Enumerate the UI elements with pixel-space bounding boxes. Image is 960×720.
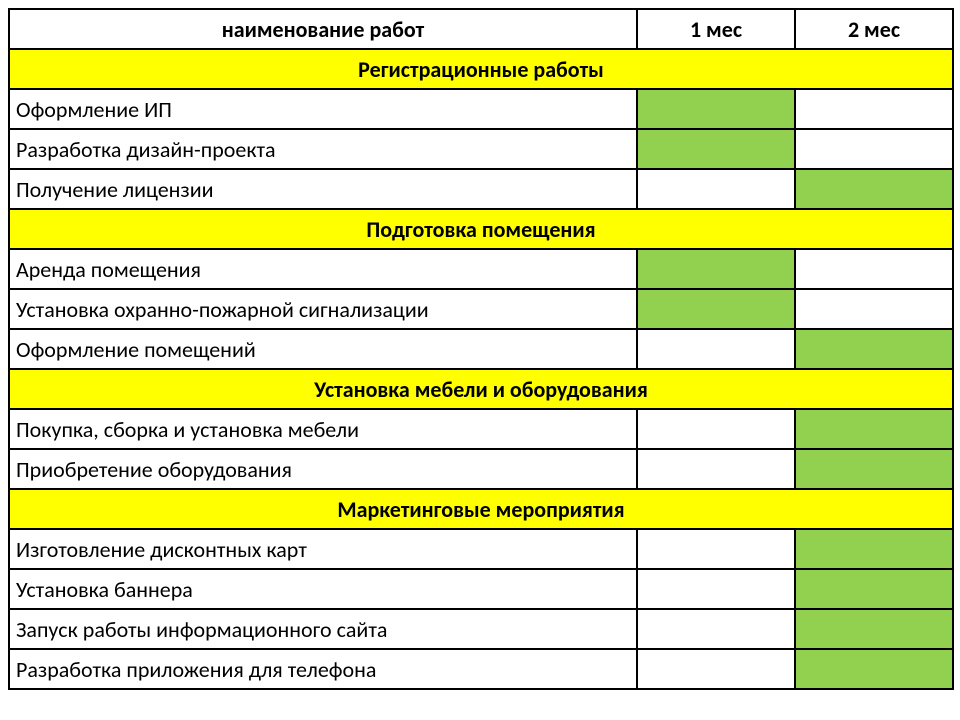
task-label: Аренда помещения <box>9 249 637 289</box>
gantt-table: наименование работ 1 мес 2 мес Регистрац… <box>8 8 954 690</box>
header-row: наименование работ 1 мес 2 мес <box>9 9 953 49</box>
task-m2-cell <box>795 609 953 649</box>
task-m1-cell <box>637 569 795 609</box>
task-m1-cell <box>637 649 795 689</box>
section-row: Регистрационные работы <box>9 49 953 89</box>
section-row: Подготовка помещения <box>9 209 953 249</box>
task-label: Приобретение оборудования <box>9 449 637 489</box>
task-m1-cell <box>637 409 795 449</box>
section-title: Подготовка помещения <box>9 209 953 249</box>
task-m1-cell <box>637 129 795 169</box>
task-m2-cell <box>795 409 953 449</box>
task-m1-cell <box>637 249 795 289</box>
task-m2-cell <box>795 289 953 329</box>
task-m1-cell <box>637 89 795 129</box>
task-row: Изготовление дисконтных карт <box>9 529 953 569</box>
task-m2-cell <box>795 89 953 129</box>
task-label: Разработка дизайн-проекта <box>9 129 637 169</box>
task-m2-cell <box>795 329 953 369</box>
task-label: Разработка приложения для телефона <box>9 649 637 689</box>
task-m1-cell <box>637 529 795 569</box>
task-label: Запуск работы информационного сайта <box>9 609 637 649</box>
task-label: Покупка, сборка и установка мебели <box>9 409 637 449</box>
section-row: Маркетинговые мероприятия <box>9 489 953 529</box>
task-m1-cell <box>637 329 795 369</box>
task-row: Установка баннера <box>9 569 953 609</box>
task-label: Оформление помещений <box>9 329 637 369</box>
section-title: Регистрационные работы <box>9 49 953 89</box>
section-row: Установка мебели и оборудования <box>9 369 953 409</box>
task-label: Оформление ИП <box>9 89 637 129</box>
task-m1-cell <box>637 169 795 209</box>
task-row: Оформление ИП <box>9 89 953 129</box>
col-header-m2: 2 мес <box>795 9 953 49</box>
task-m2-cell <box>795 649 953 689</box>
task-row: Разработка дизайн-проекта <box>9 129 953 169</box>
col-header-m1: 1 мес <box>637 9 795 49</box>
task-row: Аренда помещения <box>9 249 953 289</box>
task-m2-cell <box>795 449 953 489</box>
task-m2-cell <box>795 129 953 169</box>
task-m2-cell <box>795 249 953 289</box>
section-title: Установка мебели и оборудования <box>9 369 953 409</box>
task-row: Покупка, сборка и установка мебели <box>9 409 953 449</box>
task-m1-cell <box>637 609 795 649</box>
task-m2-cell <box>795 529 953 569</box>
task-m1-cell <box>637 449 795 489</box>
task-row: Получение лицензии <box>9 169 953 209</box>
task-m2-cell <box>795 569 953 609</box>
task-row: Приобретение оборудования <box>9 449 953 489</box>
section-title: Маркетинговые мероприятия <box>9 489 953 529</box>
task-row: Установка охранно-пожарной сигнализации <box>9 289 953 329</box>
task-label: Установка охранно-пожарной сигнализации <box>9 289 637 329</box>
task-m2-cell <box>795 169 953 209</box>
task-label: Получение лицензии <box>9 169 637 209</box>
task-m1-cell <box>637 289 795 329</box>
task-row: Оформление помещений <box>9 329 953 369</box>
col-header-name: наименование работ <box>9 9 637 49</box>
task-row: Запуск работы информационного сайта <box>9 609 953 649</box>
task-label: Установка баннера <box>9 569 637 609</box>
task-label: Изготовление дисконтных карт <box>9 529 637 569</box>
task-row: Разработка приложения для телефона <box>9 649 953 689</box>
